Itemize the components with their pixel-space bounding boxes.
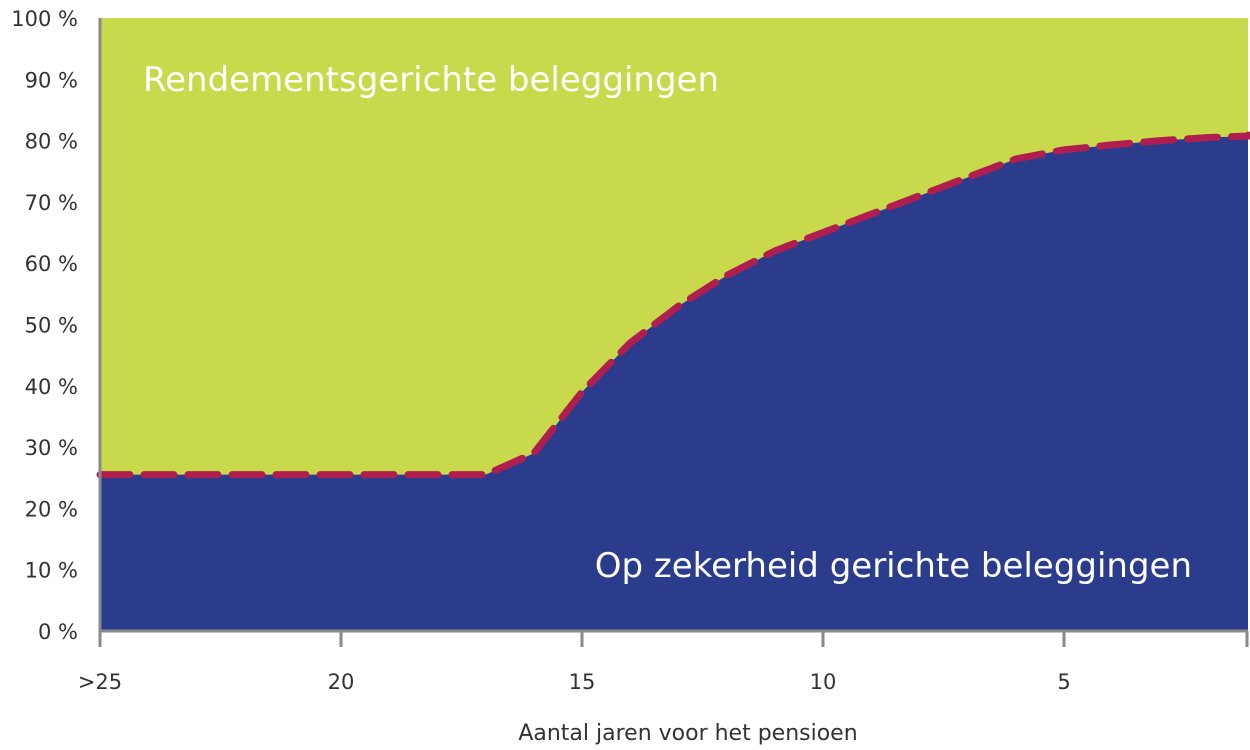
area-rendementsgericht	[100, 18, 1250, 475]
y-tick-label: 70 %	[25, 191, 78, 215]
x-tick-label: >25	[78, 670, 122, 694]
y-tick-label: 30 %	[25, 436, 78, 460]
x-tick-label: 20	[328, 670, 355, 694]
plot-area	[96, 18, 1250, 631]
area-zekerheid	[100, 135, 1250, 631]
y-tick-label: 40 %	[25, 375, 78, 399]
dashed-boundary-line	[96, 131, 1250, 479]
tick-labels: 0 % 10 % 20 % 30 % 40 % 50 % 60 % 70 % 80 % 90 % 1…	[11, 7, 1070, 694]
area-label-zekerheid: Op zekerheid gerichte beleggingen	[595, 546, 1192, 586]
y-tick-label: 0 %	[38, 620, 78, 644]
y-tick-label: 20 %	[25, 497, 78, 521]
y-tick-label: 50 %	[25, 314, 78, 338]
x-axis-title: Aantal jaren voor het pensioen	[518, 721, 857, 746]
y-tick-label: 80 %	[25, 130, 78, 154]
axes	[98, 18, 1249, 647]
x-tick-label: 5	[1057, 670, 1070, 694]
y-tick-label: 60 %	[25, 252, 78, 276]
y-tick-label: 10 %	[25, 559, 78, 583]
area-label-rendementsgericht: Rendementsgerichte beleggingen	[143, 60, 719, 100]
x-tick-label: 15	[569, 670, 596, 694]
y-tick-label: 100 %	[11, 7, 78, 31]
y-tick-label: 90 %	[25, 68, 78, 92]
x-tick-label: 10	[810, 670, 837, 694]
